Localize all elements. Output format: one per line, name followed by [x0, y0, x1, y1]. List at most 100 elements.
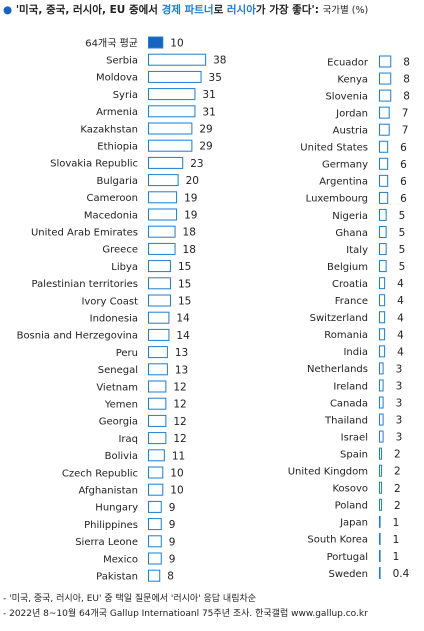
bar-nigeria [379, 208, 387, 221]
category-label-greece: Greece [102, 245, 138, 256]
value-label-kenya: 8 [403, 74, 410, 86]
bar-south-korea [379, 532, 381, 545]
category-label-united-kingdom: United Kingdom [288, 467, 368, 478]
category-label-czech-republic: Czech Republic [62, 468, 138, 479]
value-label-vietnam: 12 [173, 382, 186, 394]
bar-united-kingdom [379, 464, 383, 477]
category-label-japan: Japan [339, 518, 368, 529]
category-label-mexico: Mexico [103, 554, 138, 565]
value-label-syria: 31 [202, 89, 215, 101]
bar-ecuador [379, 55, 392, 68]
value-label-mexico: 9 [169, 554, 176, 566]
value-label-serbia: 38 [213, 55, 226, 67]
footnote-1: - '미국, 중국, 러시아, EU' 중 택일 질문에서 '러시아' 응답 내… [3, 594, 257, 604]
title-unit-note: 국가별 (%) [322, 5, 369, 16]
category-label-libya: Libya [111, 262, 138, 273]
category-label-cameroon: Cameroon [87, 193, 138, 204]
title-part-1: '미국, 중국, 러시아, EU 중에서 [15, 4, 162, 16]
category-label-peru: Peru [116, 348, 138, 359]
bar-sweden [379, 567, 381, 579]
value-label-slovenia: 8 [403, 91, 410, 103]
value-label-moldova: 35 [209, 72, 222, 84]
category-label-afghanistan: Afghanistan [78, 486, 138, 497]
category-label-netherlands: Netherlands [307, 364, 368, 375]
value-label-ethiopia: 29 [199, 141, 212, 153]
value-label-hungary: 9 [169, 502, 176, 514]
category-label-romania: Romania [324, 330, 368, 341]
category-label-poland: Poland [335, 501, 368, 512]
value-label-cameroon: 19 [184, 192, 197, 204]
value-label-sierra-leone: 9 [169, 536, 176, 548]
bar-philippines [148, 518, 162, 531]
bar-poland [379, 498, 383, 511]
value-label-spain: 2 [394, 449, 401, 461]
category-label-philippines: Philippines [84, 520, 138, 531]
bar-jordan [379, 106, 390, 119]
bar-64 [148, 36, 164, 49]
category-label-senegal: Senegal [98, 365, 138, 376]
bar-ireland [379, 379, 384, 392]
category-label-kosovo: Kosovo [332, 484, 368, 495]
category-label-kazakhstan: Kazakhstan [80, 124, 138, 135]
category-label-64: 64개국 평균 [85, 37, 138, 49]
category-label-ghana: Ghana [335, 228, 368, 239]
category-label-sweden: Sweden [328, 569, 368, 580]
bar-bosnia-and-herzegovina [148, 328, 170, 341]
bar-argentina [379, 174, 389, 187]
category-label-ivory-coast: Ivory Coast [81, 296, 138, 307]
value-label-thailand: 3 [396, 415, 403, 427]
value-label-nigeria: 5 [399, 210, 406, 222]
bar-germany [379, 157, 389, 170]
category-label-armenia: Armenia [96, 107, 138, 118]
footnotes: - '미국, 중국, 러시아, EU' 중 택일 질문에서 '러시아' 응답 내… [3, 592, 368, 622]
bar-bolivia [148, 449, 165, 462]
category-label-argentina: Argentina [319, 177, 368, 188]
bar-indonesia [148, 311, 170, 324]
value-label-iraq: 12 [173, 433, 186, 445]
bar-ethiopia [148, 139, 193, 152]
value-label-switzerland: 4 [397, 312, 404, 324]
category-label-slovakia-republic: Slovakia Republic [50, 159, 138, 170]
value-label-palestinian-territories: 15 [178, 278, 191, 290]
bar-cameroon [148, 191, 178, 204]
value-label-south-korea: 1 [393, 534, 400, 546]
category-label-italy: Italy [346, 245, 368, 256]
category-label-jordan: Jordan [335, 108, 368, 119]
category-label-sierra-leone: Sierra Leone [75, 537, 138, 548]
value-label-kazakhstan: 29 [199, 124, 212, 136]
value-label-kosovo: 2 [394, 483, 401, 495]
bar-peru [148, 346, 168, 359]
bar-thailand [379, 413, 384, 426]
title-part-3: 로 [213, 4, 227, 16]
value-label-bosnia-and-herzegovina: 14 [176, 330, 190, 342]
value-label-ivory-coast: 15 [178, 296, 191, 308]
title-highlight-partner: 경제 파트너 [161, 4, 214, 16]
category-label-moldova: Moldova [96, 73, 138, 84]
value-label-sweden: 0.4 [393, 568, 410, 580]
category-label-croatia: Croatia [332, 279, 368, 290]
value-label-italy: 5 [399, 244, 406, 256]
value-label-jordan: 7 [402, 108, 409, 120]
value-label-croatia: 4 [397, 278, 404, 290]
category-label-syria: Syria [113, 90, 138, 101]
category-label-iraq: Iraq [118, 434, 138, 445]
value-label-india: 4 [397, 346, 404, 358]
bar-italy [379, 243, 387, 256]
value-label-romania: 4 [397, 329, 404, 341]
bar-kenya [379, 72, 392, 85]
category-label-yemen: Yemen [104, 400, 138, 411]
bar-hungary [148, 500, 162, 513]
value-label-israel: 3 [396, 432, 403, 444]
category-label-georgia: Georgia [99, 417, 138, 428]
value-label-argentina: 6 [400, 176, 407, 188]
category-label-nigeria: Nigeria [332, 211, 368, 222]
bar-switzerland [379, 311, 386, 324]
bar-sierra-leone [148, 535, 162, 548]
value-label-japan: 1 [393, 517, 400, 529]
category-label-hungary: Hungary [95, 503, 138, 514]
bar-israel [379, 430, 384, 443]
value-label-ghana: 5 [399, 227, 406, 239]
value-label-indonesia: 14 [176, 313, 190, 325]
bar-japan [379, 515, 381, 528]
